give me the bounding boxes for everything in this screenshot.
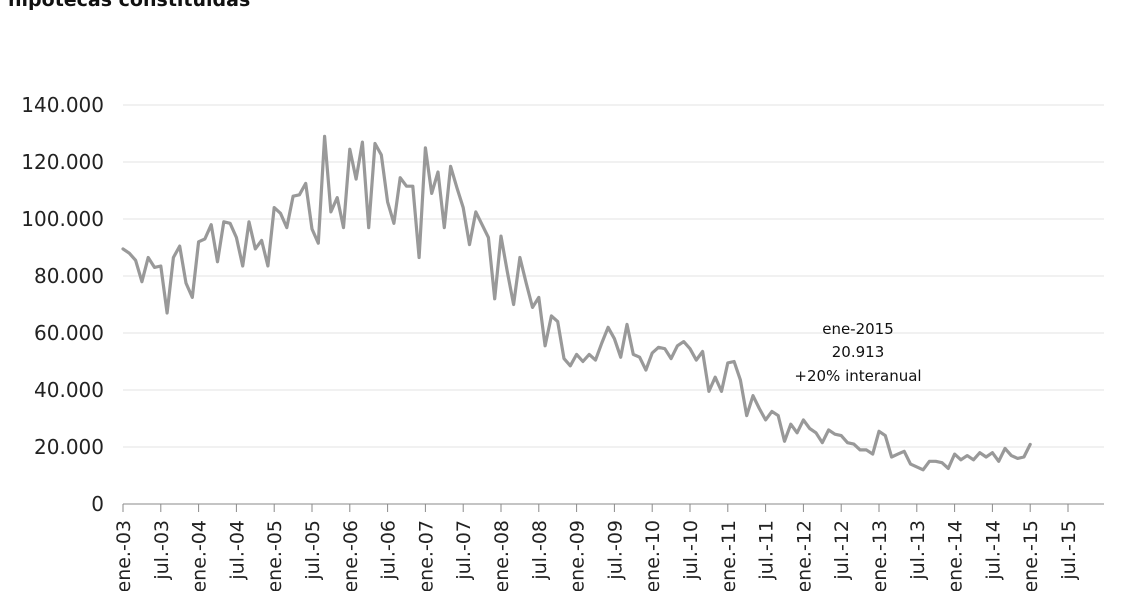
x-axis: ene.-03 jul.-03 ene.-04 jul.-04 ene.-05 jul.-…	[113, 503, 1104, 591]
x-tick-label: ene.-10	[642, 520, 664, 591]
x-tick-label: jul.-03	[151, 520, 173, 581]
x-tick-label: jul.-05	[302, 520, 324, 581]
x-tick-label: jul.-09	[604, 520, 626, 581]
y-tick-label: 120.000	[21, 150, 104, 174]
series-line	[121, 134, 1032, 472]
x-tick-label: jul.-06	[378, 520, 400, 581]
x-tick-label: jul.-04	[226, 520, 248, 581]
x-tick-label: ene.-12	[793, 520, 815, 591]
x-tick-label: jul.-14	[982, 520, 1004, 581]
y-axis-ticks: 0 20.000 40.000 60.000 80.000 100.000 120.000 1…	[21, 93, 104, 516]
x-tick-label: jul.-08	[529, 520, 551, 581]
gridlines	[123, 104, 1104, 448]
x-tick-label: ene.-07	[415, 520, 437, 591]
x-tick-label: ene.-13	[869, 520, 891, 591]
x-tick-label: jul.-07	[453, 520, 475, 581]
y-tick-label: 80.000	[34, 264, 104, 288]
chart-title: hipotecas constituidas	[8, 0, 251, 11]
x-tick-label: jul.-15	[1058, 520, 1080, 581]
y-tick-label: 60.000	[34, 321, 104, 345]
x-tick-label: ene.-08	[491, 520, 513, 591]
x-tick-label: ene.-14	[945, 520, 967, 591]
x-tick-label: ene.-09	[567, 520, 589, 591]
x-tick-label: ene.-05	[264, 520, 286, 591]
x-tick-label: jul.-11	[756, 520, 778, 581]
x-tick-label: jul.-13	[907, 520, 929, 581]
x-tick-label: ene.-03	[113, 520, 135, 591]
series-group	[121, 134, 1032, 472]
x-tick-label: ene.-11	[718, 520, 740, 591]
y-tick-label: 140.000	[21, 93, 104, 117]
annotation-label: ene-2015	[822, 320, 894, 338]
x-tick-label: ene.-06	[340, 520, 362, 591]
x-tick-label: ene.-15	[1020, 520, 1042, 591]
annotation-group: ene-2015 20.913 +20% interanual	[794, 320, 921, 385]
x-tick-label: jul.-10	[680, 520, 702, 581]
y-tick-label: 0	[91, 492, 104, 516]
y-tick-label: 100.000	[21, 207, 104, 231]
y-tick-label: 20.000	[34, 435, 104, 459]
annotation-value: 20.913	[832, 343, 885, 361]
x-tick-label: ene.-04	[189, 520, 211, 591]
y-tick-label: 40.000	[34, 378, 104, 402]
annotation-change: +20% interanual	[794, 367, 921, 385]
x-tick-label: jul.-12	[831, 520, 853, 581]
